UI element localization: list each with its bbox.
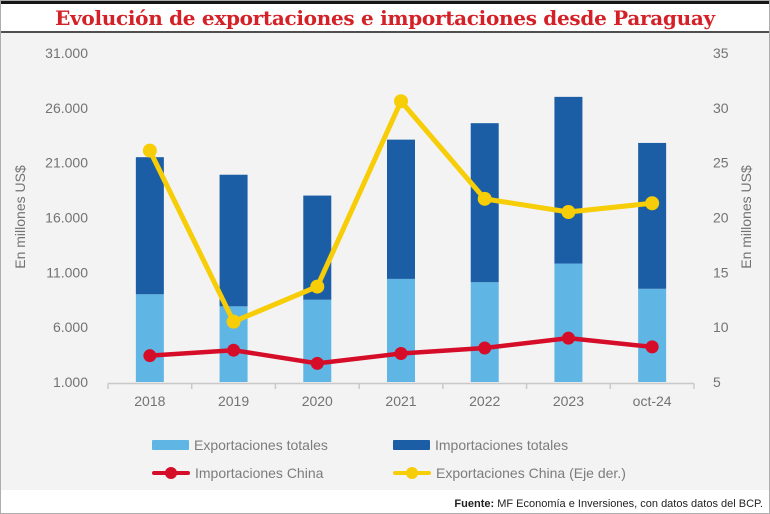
right-axis-tick: 30 <box>713 100 729 116</box>
imports-china-point <box>645 340 659 354</box>
bar-imports <box>554 96 583 264</box>
source-note: Fuente: MF Economía e Inversiones, con d… <box>454 498 763 510</box>
bar-exports <box>554 263 583 382</box>
right-axis-title: En millones US$ <box>738 165 754 269</box>
left-axis-title: En millones US$ <box>12 165 28 269</box>
combo-chart: 1.000 6.000 11.000 16.000 21.000 26.000 31.000… <box>12 45 754 409</box>
right-axis-tick: 35 <box>713 45 729 61</box>
exports-china-point <box>310 279 325 294</box>
bar-exports <box>470 282 499 382</box>
imports-china-point <box>143 349 157 363</box>
imports-china-point <box>227 343 241 357</box>
header-divider <box>1 31 769 33</box>
x-axis-label: 2019 <box>218 393 249 409</box>
right-axis-tick: 15 <box>713 264 729 280</box>
imports-china-point <box>478 341 492 355</box>
top-accent-bar <box>1 1 769 4</box>
right-axis-tick: 20 <box>713 210 729 226</box>
right-axis-tick: 5 <box>713 374 721 390</box>
exports-china-point <box>477 191 492 206</box>
left-axis-tick: 11.000 <box>46 264 88 280</box>
x-axis-label: 2018 <box>134 393 165 409</box>
right-axis-tick: 10 <box>713 319 729 335</box>
left-axis-tick: 1.000 <box>53 374 88 390</box>
exports-china-point <box>226 314 241 329</box>
bar-imports <box>135 157 164 295</box>
bar-exports <box>387 278 415 382</box>
exports-china-point <box>394 94 408 109</box>
header: Evolución de exportaciones e importacion… <box>1 4 769 31</box>
chart-panel: 1.000 6.000 11.000 16.000 21.000 26.000 31.000… <box>1 33 769 490</box>
x-axis-label: 2020 <box>302 393 333 409</box>
x-axis-label: oct-24 <box>633 393 672 409</box>
bar-exports <box>638 288 667 382</box>
source-label: Fuente: <box>454 498 495 510</box>
imports-china-point <box>561 331 575 345</box>
right-axis-tick: 25 <box>713 155 729 171</box>
x-axis-label: 2021 <box>385 393 416 409</box>
bar-imports <box>219 174 248 307</box>
page-title: Evolución de exportaciones e importacion… <box>55 5 715 30</box>
footer: Fuente: MF Economía e Inversiones, con d… <box>1 490 769 513</box>
bar-imports <box>387 139 415 279</box>
left-axis-tick: 26.000 <box>45 100 88 116</box>
imports-china-point <box>310 356 324 370</box>
x-axis-label: 2023 <box>553 393 584 409</box>
left-axis-tick: 21.000 <box>45 155 88 171</box>
x-axis-label: 2022 <box>469 393 500 409</box>
imports-china-point <box>394 346 408 360</box>
left-axis-tick: 16.000 <box>45 210 88 226</box>
exports-china-point <box>142 143 157 158</box>
left-axis-tick: 6.000 <box>53 319 88 335</box>
left-axis-tick: 31.000 <box>45 45 88 61</box>
source-text: MF Economía e Inversiones, con datos dat… <box>494 498 763 510</box>
bar-imports <box>638 142 667 289</box>
bar-exports <box>135 294 164 382</box>
exports-china-point <box>645 196 660 211</box>
exports-china-point <box>561 205 576 220</box>
